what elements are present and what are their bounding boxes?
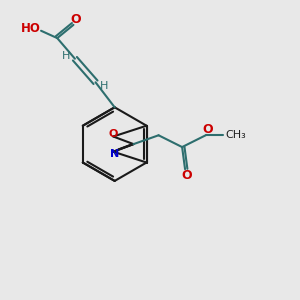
Text: O: O <box>70 13 81 26</box>
Text: O: O <box>203 124 213 136</box>
Text: HO: HO <box>21 22 41 35</box>
Text: H: H <box>62 51 70 62</box>
Text: CH₃: CH₃ <box>225 130 246 140</box>
Text: O: O <box>181 169 192 182</box>
Text: H: H <box>100 81 109 91</box>
Text: O: O <box>109 129 118 139</box>
Text: N: N <box>110 149 119 159</box>
